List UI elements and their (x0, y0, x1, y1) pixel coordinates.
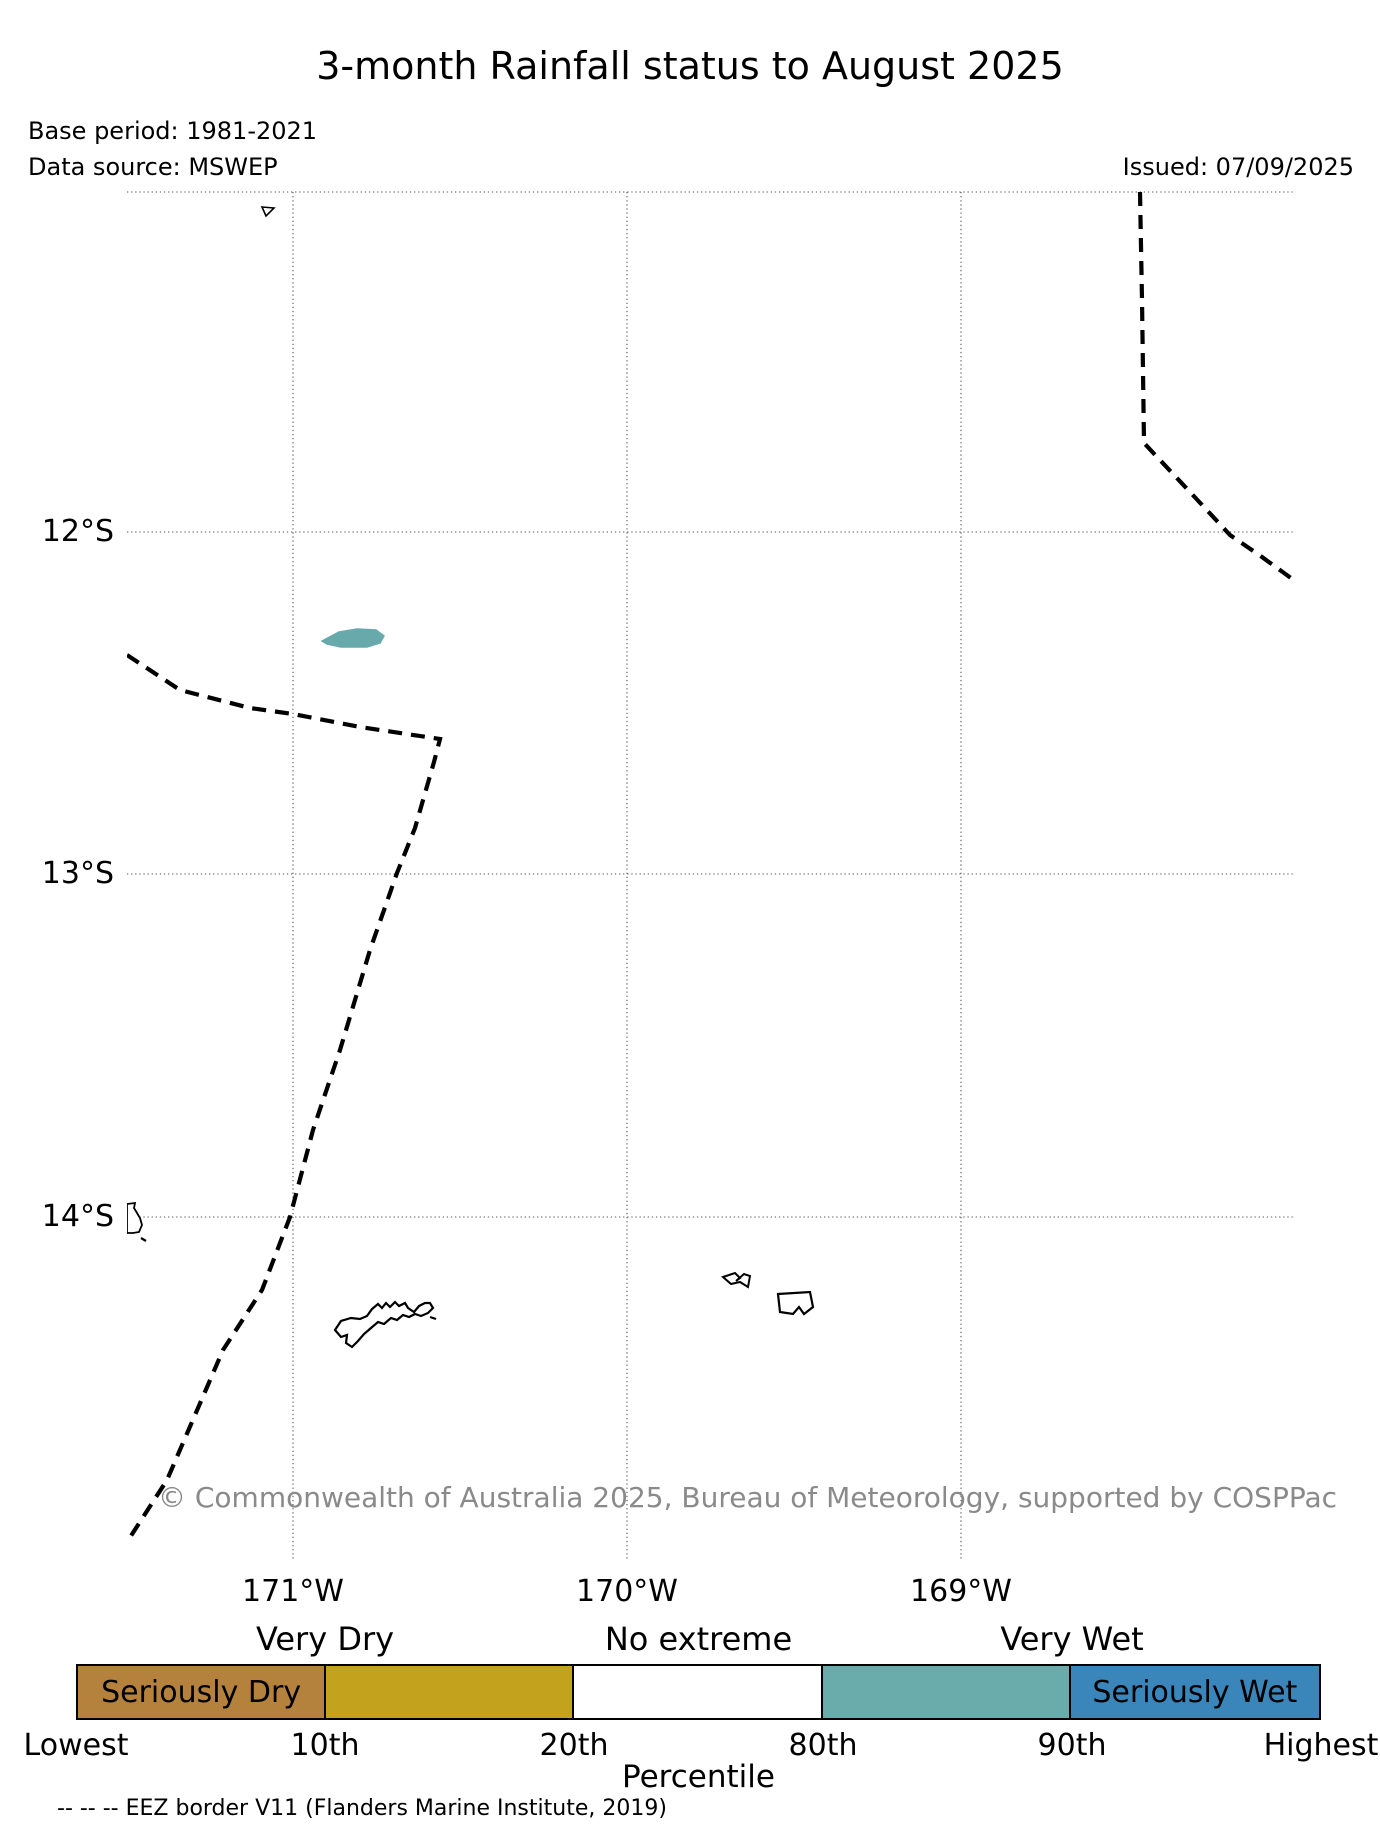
ofu-olosega-outline (721, 1271, 752, 1289)
page-title: 3-month Rainfall status to August 2025 (316, 44, 1064, 88)
lat-tick-label: 14°S (41, 1199, 114, 1234)
legend-category-label: Very Dry (255, 1620, 395, 1658)
copyright-text: © Commonwealth of Australia 2025, Bureau… (157, 1481, 1338, 1514)
eez-border-east (1137, 191, 1295, 583)
legend-category-label: Very Wet (1000, 1620, 1144, 1658)
tau-island-outline (776, 1290, 815, 1316)
data-source-label: Data source: MSWEP (28, 153, 278, 181)
map-canvas (127, 191, 1295, 1561)
percentile-tick-label: 80th (788, 1728, 858, 1763)
lat-tick-label: 13°S (41, 856, 114, 891)
lat-tick-label: 12°S (41, 514, 114, 549)
legend-segment (326, 1666, 575, 1718)
tutuila-island-outline (333, 1300, 435, 1349)
percentile-tick-label: 20th (539, 1728, 609, 1763)
aunuu-islet (429, 1315, 437, 1321)
legend-segment: Seriously Wet (1070, 1666, 1319, 1718)
eez-border-west (127, 653, 443, 1544)
percentile-tick-label: 90th (1037, 1728, 1107, 1763)
percentile-axis-label: Percentile (622, 1759, 775, 1795)
lon-tick-label: 170°W (576, 1574, 678, 1609)
issued-date-label: Issued: 07/09/2025 (1122, 153, 1354, 181)
lon-tick-label: 169°W (910, 1574, 1012, 1609)
legend-segment: Seriously Dry (78, 1666, 327, 1718)
eez-border-note: -- -- -- EEZ border V11 (Flanders Marine… (57, 1796, 667, 1821)
nuutele-islet (140, 1237, 147, 1242)
legend-segment (822, 1666, 1071, 1718)
legend-segment (574, 1666, 823, 1718)
lon-tick-label: 171°W (242, 1574, 344, 1609)
percentile-tick-label: Highest (1263, 1728, 1379, 1763)
base-period-label: Base period: 1981-2021 (28, 117, 318, 145)
very-wet-rainfall-patch (320, 628, 385, 648)
percentile-tick-label: Lowest (23, 1728, 129, 1763)
percentile-color-bar: Seriously Dry Seriously Wet (76, 1664, 1321, 1720)
upolu-east-fragment-outline (127, 1201, 143, 1234)
legend-category-label: No extreme (604, 1620, 793, 1658)
percentile-tick-label: 10th (290, 1728, 360, 1763)
swains-island-outline (260, 206, 276, 218)
